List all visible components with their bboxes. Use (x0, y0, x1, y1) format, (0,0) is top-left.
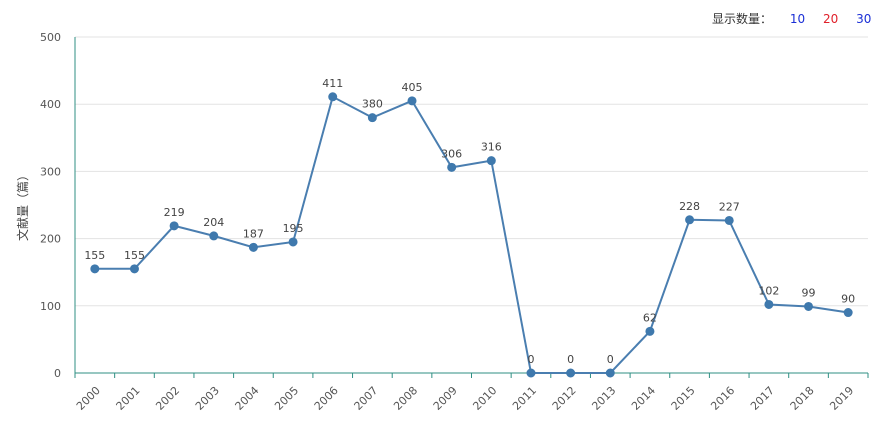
x-tick-label: 2010 (470, 384, 499, 413)
data-point[interactable] (288, 237, 298, 247)
data-point[interactable] (90, 264, 100, 274)
data-label: 195 (283, 222, 304, 235)
x-tick-label: 2017 (748, 384, 777, 413)
grid-lines (75, 36, 868, 307)
data-point[interactable] (685, 215, 695, 225)
x-tick-label: 2011 (510, 384, 539, 413)
x-tick-label: 2000 (74, 384, 103, 413)
data-point[interactable] (526, 368, 536, 378)
y-tick-label: 100 (40, 300, 61, 313)
x-tick-label: 2014 (629, 384, 658, 413)
display-count-control: 显示数量： 10 20 30 (712, 10, 871, 27)
data-label: 219 (164, 206, 185, 219)
data-label: 90 (841, 293, 855, 306)
data-point[interactable] (566, 368, 576, 378)
data-label: 0 (607, 353, 614, 366)
y-tick-label: 200 (40, 233, 61, 246)
x-tick-label: 2009 (431, 384, 460, 413)
x-tick-label: 2007 (352, 384, 381, 413)
data-label: 0 (527, 353, 534, 366)
data-point[interactable] (764, 299, 774, 309)
data-point[interactable] (209, 231, 219, 241)
data-point[interactable] (169, 221, 179, 231)
y-tick-label: 0 (54, 367, 61, 380)
x-tick-label: 2012 (550, 384, 579, 413)
data-point[interactable] (447, 162, 457, 172)
data-label: 411 (322, 77, 343, 90)
x-tick-label: 2013 (589, 384, 618, 413)
data-label: 155 (84, 249, 105, 262)
data-label: 62 (643, 311, 657, 324)
data-label: 306 (441, 147, 462, 160)
count-option-20[interactable]: 20 (822, 12, 839, 26)
data-label: 102 (758, 284, 779, 297)
data-label: 0 (567, 353, 574, 366)
x-tick-label: 2004 (233, 384, 262, 413)
data-point[interactable] (328, 92, 338, 102)
data-point[interactable] (248, 242, 258, 252)
data-point[interactable] (129, 264, 139, 274)
y-tick-label: 300 (40, 165, 61, 178)
data-label: 227 (719, 200, 740, 213)
x-tick-label: 2016 (708, 384, 737, 413)
count-option-30[interactable]: 30 (856, 12, 872, 26)
data-label: 99 (802, 286, 816, 299)
y-tick-label: 400 (40, 98, 61, 111)
x-tick-label: 2002 (153, 384, 182, 413)
x-tick-labels: 2000 2001 2002 2003 2004 2005 2006 2007 2008 2009… (74, 384, 856, 413)
series-line (94, 95, 849, 374)
y-tick-label: 500 (40, 31, 61, 44)
display-count-label: 显示数量： (712, 12, 773, 26)
x-tick-label: 2019 (827, 384, 856, 413)
count-option-10[interactable]: 10 (789, 12, 806, 26)
data-point[interactable] (407, 96, 417, 106)
y-tick-labels: 0 100 200 300 400 500 (40, 31, 61, 380)
data-point[interactable] (804, 301, 814, 311)
x-tick-label: 2005 (272, 384, 301, 413)
data-label: 380 (362, 98, 383, 111)
x-tick-label: 2006 (312, 384, 341, 413)
x-tick-label: 2018 (788, 384, 817, 413)
x-tick-label: 2001 (114, 384, 143, 413)
data-point[interactable] (843, 308, 853, 318)
x-tick-label: 2015 (669, 384, 698, 413)
data-labels: 155 155 219 204 187 195 411 380 405 306 316 0 0 0 62 22… (84, 77, 855, 366)
data-label: 204 (203, 216, 224, 229)
data-point[interactable] (605, 368, 615, 378)
data-label: 228 (679, 200, 700, 213)
x-tick-label: 2003 (193, 384, 222, 413)
data-label: 316 (481, 141, 502, 154)
data-point[interactable] (367, 113, 377, 123)
axes (74, 37, 869, 378)
data-point[interactable] (645, 326, 655, 336)
data-points (90, 92, 853, 378)
data-label: 405 (402, 81, 423, 94)
x-tick-label: 2008 (391, 384, 420, 413)
data-label: 187 (243, 227, 264, 240)
data-point[interactable] (486, 156, 496, 166)
y-axis-label: 文献量（篇） (15, 169, 30, 241)
data-point[interactable] (724, 215, 734, 225)
data-label: 155 (124, 249, 145, 262)
